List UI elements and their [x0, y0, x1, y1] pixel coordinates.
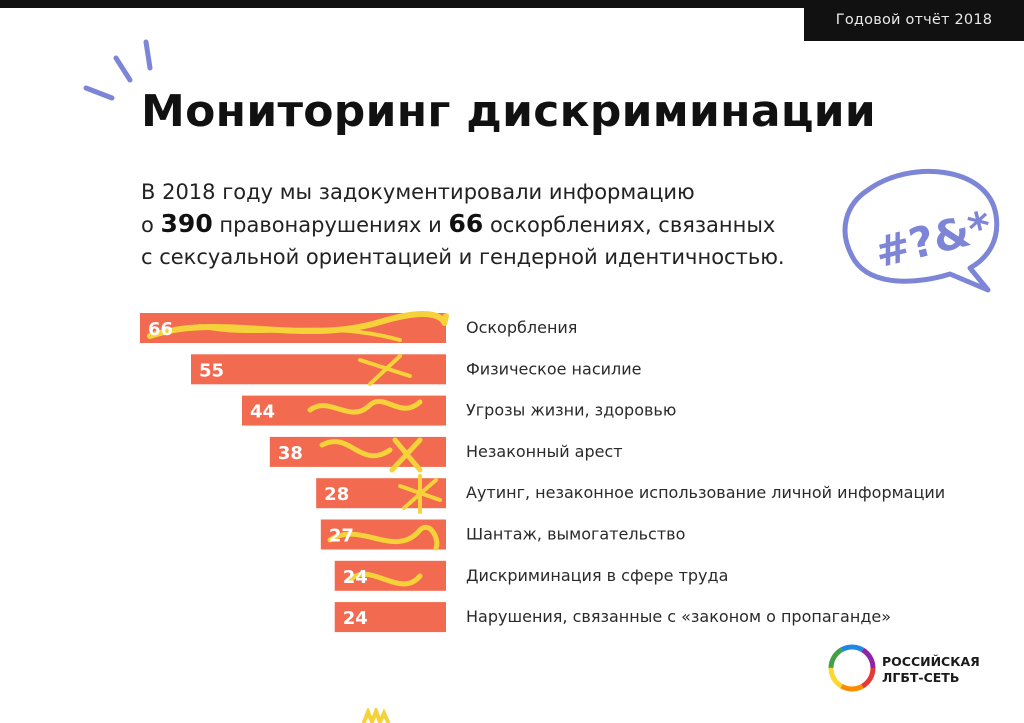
intro-text-fragment: о: [141, 213, 161, 237]
scribble-overlay: [147, 311, 449, 587]
bar-value-label: 28: [324, 484, 349, 505]
top-bar: [0, 0, 1024, 8]
bottom-scribble-icon: [362, 708, 390, 723]
bar: [334, 602, 446, 633]
logo-line-2: ЛГБТ-СЕТЬ: [882, 670, 960, 685]
intro-text: В 2018 году мы задокументировали информа…: [141, 176, 801, 273]
total-insults: 66: [448, 209, 484, 238]
intro-text-fragment: правонарушениях и: [212, 213, 449, 237]
intro-line-2: о 390 правонарушениях и 66 оскорблениях,…: [141, 208, 801, 241]
bar-value-label: 27: [329, 526, 354, 547]
rainbow-ring-icon: [828, 644, 876, 692]
bar-value-label: 24: [343, 567, 368, 588]
category-label: Шантаж, вымогательство: [466, 525, 685, 544]
logo-line-1: РОССИЙСКАЯ: [882, 654, 980, 669]
category-label: Нарушения, связанные с «законом о пропаг…: [466, 607, 891, 626]
bar-value-label: 44: [250, 402, 275, 423]
speech-bubble-icon: #?&*: [842, 169, 1000, 293]
report-badge: Годовой отчёт 2018: [804, 0, 1024, 41]
category-label: Оскорбления: [466, 318, 577, 337]
category-label: Физическое насилие: [466, 359, 641, 378]
intro-text-fragment: оскорблениях, связанных: [483, 213, 776, 237]
bar: [191, 354, 446, 385]
category-label: Дискриминация в сфере труда: [466, 566, 728, 585]
bar-value-label: 38: [278, 443, 303, 464]
category-label: Аутинг, незаконное использование личной …: [466, 483, 945, 502]
bar-value-label: 24: [343, 608, 368, 629]
decorative-strokes-icon: [83, 39, 153, 101]
bar-value-label: 66: [148, 319, 173, 340]
category-label: Угрозы жизни, здоровью: [466, 401, 676, 420]
intro-line-1: В 2018 году мы задокументировали информа…: [141, 180, 695, 204]
intro-line-3: с сексуальной ориентацией и гендерной ид…: [141, 245, 785, 269]
bar-value-label: 55: [199, 360, 224, 381]
logo-text: РОССИЙСКАЯ ЛГБТ-СЕТЬ: [882, 654, 980, 686]
page-title: Мониторинг дискриминации: [141, 86, 877, 137]
total-violations: 390: [160, 209, 213, 238]
category-label: Незаконный арест: [466, 442, 623, 461]
lgbt-network-logo: РОССИЙСКАЯ ЛГБТ-СЕТЬ: [826, 642, 1006, 696]
